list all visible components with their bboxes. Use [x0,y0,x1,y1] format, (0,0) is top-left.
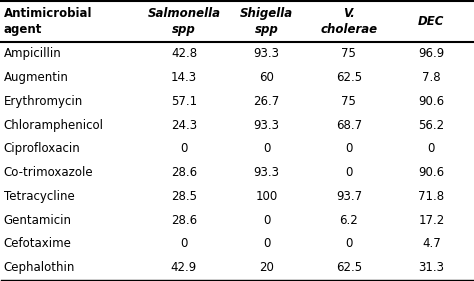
Text: 90.6: 90.6 [419,166,445,179]
Text: V.
cholerae: V. cholerae [320,7,377,36]
Text: Cephalothin: Cephalothin [4,261,75,274]
Text: 96.9: 96.9 [418,47,445,60]
Text: 93.7: 93.7 [336,190,362,203]
Text: 60: 60 [259,71,274,84]
Text: 42.8: 42.8 [171,47,197,60]
Text: 0: 0 [263,214,270,227]
Text: 28.6: 28.6 [171,166,197,179]
Text: 75: 75 [341,95,356,108]
Text: 93.3: 93.3 [254,166,280,179]
Text: 90.6: 90.6 [419,95,445,108]
Text: 71.8: 71.8 [419,190,445,203]
Text: 62.5: 62.5 [336,71,362,84]
Text: 0: 0 [345,237,353,250]
Text: 57.1: 57.1 [171,95,197,108]
Text: 24.3: 24.3 [171,119,197,132]
Text: 75: 75 [341,47,356,60]
Text: Salmonella
spp: Salmonella spp [147,7,220,36]
Text: Erythromycin: Erythromycin [4,95,83,108]
Text: 93.3: 93.3 [254,47,280,60]
Text: 14.3: 14.3 [171,71,197,84]
Text: 0: 0 [345,142,353,155]
Text: 0: 0 [263,142,270,155]
Text: 93.3: 93.3 [254,119,280,132]
Text: 68.7: 68.7 [336,119,362,132]
Text: Shigella
spp: Shigella spp [240,7,293,36]
Text: Augmentin: Augmentin [4,71,69,84]
Text: 7.8: 7.8 [422,71,441,84]
Text: 0: 0 [180,237,188,250]
Text: 0: 0 [345,166,353,179]
Text: Antimicrobial
agent: Antimicrobial agent [4,7,92,36]
Text: 28.5: 28.5 [171,190,197,203]
Text: 31.3: 31.3 [419,261,445,274]
Text: 0: 0 [180,142,188,155]
Text: 42.9: 42.9 [171,261,197,274]
Text: 62.5: 62.5 [336,261,362,274]
Text: Ciprofloxacin: Ciprofloxacin [4,142,81,155]
Text: 26.7: 26.7 [253,95,280,108]
Text: Cefotaxime: Cefotaxime [4,237,72,250]
Text: 56.2: 56.2 [419,119,445,132]
Text: DEC: DEC [418,15,445,28]
Text: Tetracycline: Tetracycline [4,190,74,203]
Text: 0: 0 [428,142,435,155]
Text: Co-trimoxazole: Co-trimoxazole [4,166,93,179]
Text: 20: 20 [259,261,274,274]
Text: 28.6: 28.6 [171,214,197,227]
Text: Gentamicin: Gentamicin [4,214,72,227]
Text: 100: 100 [255,190,278,203]
Text: 4.7: 4.7 [422,237,441,250]
Text: 17.2: 17.2 [418,214,445,227]
Text: 0: 0 [263,237,270,250]
Text: 6.2: 6.2 [339,214,358,227]
Text: Chloramphenicol: Chloramphenicol [4,119,104,132]
Text: Ampicillin: Ampicillin [4,47,62,60]
